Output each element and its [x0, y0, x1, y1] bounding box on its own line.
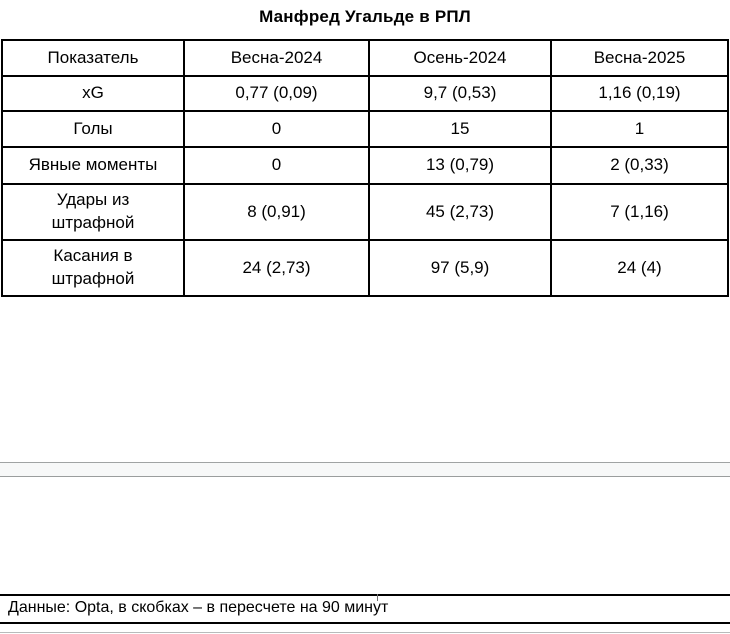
table-cell: 0,77 (0,09)	[183, 75, 370, 112]
column-header: Осень-2024	[368, 39, 552, 77]
column-header: Показатель	[1, 39, 185, 77]
table-row: Голы 0 15 1	[1, 110, 729, 148]
table-cell: 8 (0,91)	[183, 183, 370, 241]
table-row: Касания в штрафной 24 (2,73) 97 (5,9) 24…	[1, 239, 729, 297]
table-cell: 2 (0,33)	[550, 146, 729, 185]
table-row: Явные моменты 0 13 (0,79) 2 (0,33)	[1, 146, 729, 185]
table-cell: 97 (5,9)	[368, 239, 552, 297]
separator-band	[0, 462, 730, 477]
data-source-note: Данные: Opta, в скобках – в пересчете на…	[8, 599, 389, 616]
table-header-row: Показатель Весна-2024 Осень-2024 Весна-2…	[1, 39, 729, 77]
row-label: xG	[1, 75, 185, 112]
row-label: Удары из штрафной	[1, 183, 185, 241]
table-cell: 1,16 (0,19)	[550, 75, 729, 112]
table-cell: 7 (1,16)	[550, 183, 729, 241]
row-label: Голы	[1, 110, 185, 148]
divider-tick-artifact	[377, 594, 378, 601]
table-cell: 9,7 (0,53)	[368, 75, 552, 112]
footer-divider-top	[0, 594, 730, 596]
table-cell: 24 (4)	[550, 239, 729, 297]
table-row: xG 0,77 (0,09) 9,7 (0,53) 1,16 (0,19)	[1, 75, 729, 112]
table-row: Удары из штрафной 8 (0,91) 45 (2,73) 7 (…	[1, 183, 729, 241]
table-cell: 15	[368, 110, 552, 148]
table-cell: 45 (2,73)	[368, 183, 552, 241]
page-title: Манфред Угальде в РПЛ	[259, 7, 471, 26]
stats-table: Показатель Весна-2024 Осень-2024 Весна-2…	[1, 39, 729, 297]
table-cell: 0	[183, 110, 370, 148]
table-cell: 13 (0,79)	[368, 146, 552, 185]
row-label: Касания в штрафной	[1, 239, 185, 297]
table-cell: 24 (2,73)	[183, 239, 370, 297]
table-cell: 1	[550, 110, 729, 148]
column-header: Весна-2024	[183, 39, 370, 77]
table-cell: 0	[183, 146, 370, 185]
bottom-edge-line	[0, 632, 730, 633]
row-label: Явные моменты	[1, 146, 185, 185]
column-header: Весна-2025	[550, 39, 729, 77]
footer-divider-bottom	[0, 622, 730, 624]
